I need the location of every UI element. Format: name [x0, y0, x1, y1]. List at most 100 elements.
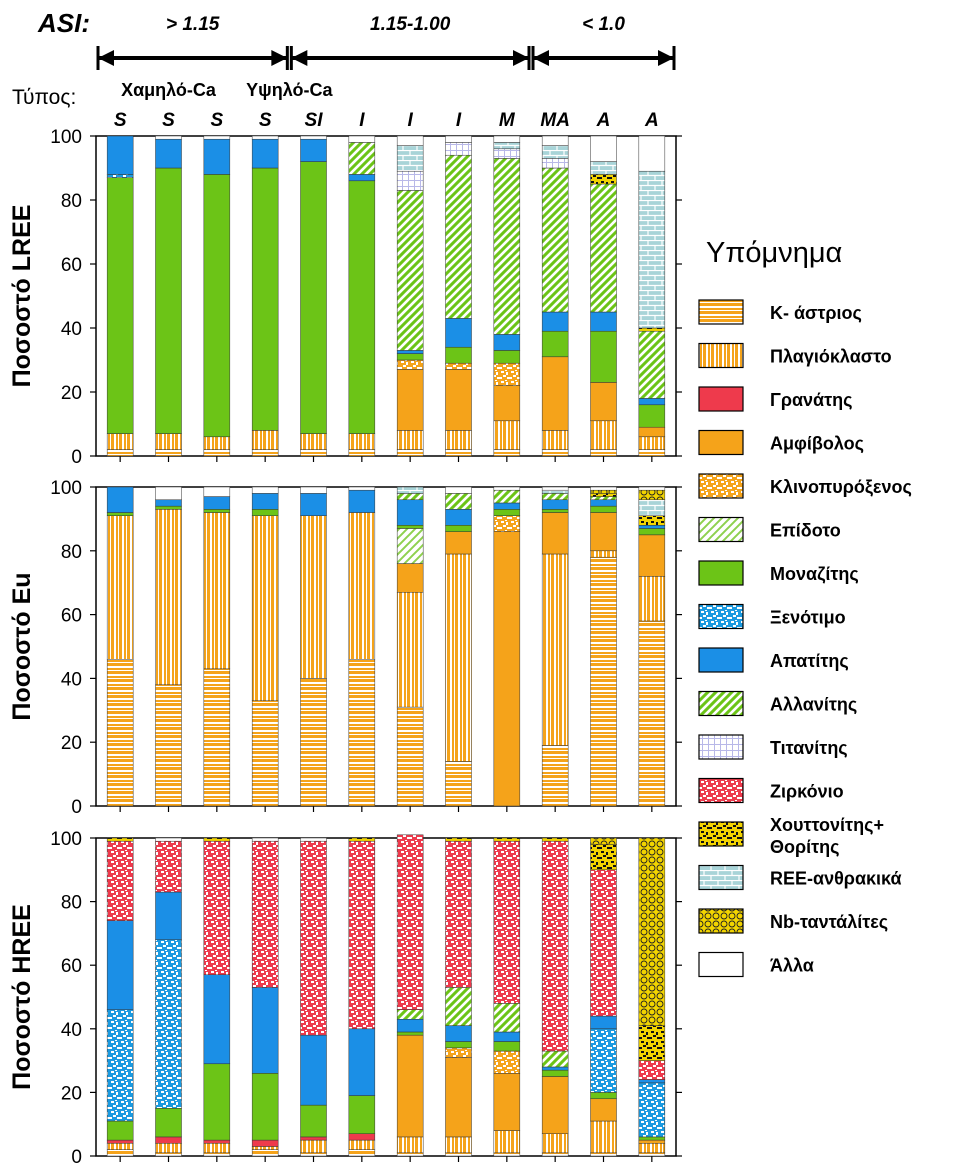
bar-segment-aln: [638, 330, 666, 399]
y-tick-label: 60: [61, 606, 82, 627]
legend-swatch: [698, 516, 744, 543]
bar-segment-ap: [300, 138, 327, 162]
bar-segment-carb: [638, 499, 666, 516]
bar-segment-zrn: [445, 840, 472, 988]
bar-segment-kf: [348, 1149, 376, 1157]
bar-stack: [348, 837, 376, 1157]
bar-segment-aln: [396, 493, 424, 501]
bar-segment-ap: [590, 1015, 617, 1030]
bar-segment-mnz: [348, 1095, 376, 1134]
bar-stack: [251, 486, 279, 807]
bar-segment-mnz: [396, 525, 424, 529]
bar-segment-amp: [396, 563, 424, 593]
bar-segment-kf: [638, 449, 666, 457]
bar-segment-carb: [541, 489, 569, 494]
bar-segment-carb: [493, 142, 521, 150]
plot-frame: [95, 486, 677, 807]
bar-segment-pl: [590, 550, 617, 558]
bar-segment-ttn: [541, 158, 569, 169]
legend: Υπόμνημα K- άστριος Πλαγιόκλαστο Γρανάτης Α…: [698, 237, 912, 978]
bar-segment-amp: [396, 369, 424, 431]
bar-segment-mnz: [348, 180, 376, 434]
bar-segment-pl: [541, 1133, 569, 1154]
bar-segment-nb: [638, 489, 666, 501]
rock-type-labels: S S S S SI I I I M MA A A: [114, 110, 659, 131]
bar-segment-nb: [590, 489, 617, 494]
bar-segment-hut: [638, 1025, 666, 1061]
legend-swatch: [698, 386, 744, 412]
bar-segment-oth: [251, 486, 279, 494]
bar-segment-aln: [541, 1050, 569, 1068]
bar-segment-pl: [203, 1143, 231, 1154]
bar-segment-kf: [203, 668, 231, 807]
bar-segment-kf: [493, 1152, 521, 1157]
bar-stack: [590, 135, 617, 457]
bar-segment-mnz: [155, 1108, 182, 1138]
y-axis-label: Ποσοστό HREE: [8, 904, 36, 1090]
y-tick-label: 0: [71, 797, 82, 818]
bar-segment-kf: [445, 761, 472, 807]
bar-stack: [541, 837, 569, 1157]
bar-segment-pl: [106, 433, 134, 450]
bar-segment-pl: [106, 1143, 134, 1150]
bar-segment-oth: [638, 135, 666, 172]
bar-stack: [590, 486, 617, 807]
bar-segment-pl: [106, 515, 134, 660]
legend-swatch: [698, 603, 744, 630]
bar-segment-carb: [541, 145, 569, 159]
bar-segment-oth: [590, 486, 617, 491]
bar-segment-mnz: [590, 330, 617, 383]
bar-segment-zrn: [638, 1060, 666, 1080]
legend-swatch: [698, 342, 744, 369]
bar-segment-kf: [251, 700, 279, 807]
bar-segment-oth: [493, 135, 521, 143]
bar-segment-amp: [445, 369, 472, 431]
asi-range-label: 1.15-1.00: [370, 14, 451, 35]
bar-segment-amp: [541, 512, 569, 555]
bar-segment-pl: [541, 553, 569, 746]
bar-segment-mnz: [590, 505, 617, 513]
bar-stack: [445, 837, 472, 1157]
bar-segment-aln: [541, 493, 569, 501]
bar-segment-kf: [300, 678, 327, 807]
y-tick-label: 100: [50, 829, 82, 850]
arrow-left-icon: [98, 50, 114, 66]
bar-segment-amp: [541, 1076, 569, 1134]
legend-swatch: [698, 560, 744, 586]
header: ASI: > 1.15 1.15-1.00 < 1.0 Τύπος: Χαμηλό-…: [12, 8, 676, 131]
y-tick-label: 0: [71, 1147, 82, 1164]
y-tick-label: 60: [61, 956, 82, 977]
legend-label: Επίδοτο: [770, 521, 841, 541]
bar-segment-ap: [251, 138, 279, 169]
ca-label: Υψηλό-Ca: [246, 80, 333, 100]
bar-segment-ap: [638, 1079, 666, 1084]
bar-segment-pl: [541, 430, 569, 450]
bar-segment-mnz: [638, 528, 666, 536]
bar-segment-mnz: [251, 167, 279, 431]
bar-segment-aln: [590, 496, 617, 501]
bar-segment-pl: [155, 1143, 182, 1154]
bar-segment-ap: [445, 509, 472, 526]
bar-segment-zrn: [155, 840, 182, 893]
bar-segment-oth: [445, 135, 472, 143]
y-tick-label: 40: [61, 319, 82, 340]
bar-segment-kf: [106, 1149, 134, 1157]
bar-segment-hut: [106, 837, 134, 842]
bar-segment-cpx: [445, 1047, 472, 1058]
bar-stack: [155, 837, 182, 1157]
bar-segment-carb: [396, 486, 424, 494]
bar-segment-amp: [638, 426, 666, 438]
bar-segment-oth: [590, 135, 617, 162]
arrow-right-icon: [271, 50, 288, 66]
bar-stack: [348, 135, 376, 457]
legend-item-ttn: Τιτανίτης: [698, 734, 848, 760]
bar-segment-kf: [541, 449, 569, 457]
legend-label: Άλλα: [770, 956, 814, 976]
bar-segment-kf: [155, 1152, 182, 1157]
bar-stack: [445, 135, 472, 457]
legend-item-gt: Γρανάτης: [698, 386, 853, 412]
bar-segment-mnz: [155, 167, 182, 434]
bar-segment-mnz: [300, 1104, 327, 1138]
bar-segment-hut: [203, 837, 231, 842]
ca-labels: Χαμηλό-Ca Υψηλό-Ca: [121, 80, 333, 100]
